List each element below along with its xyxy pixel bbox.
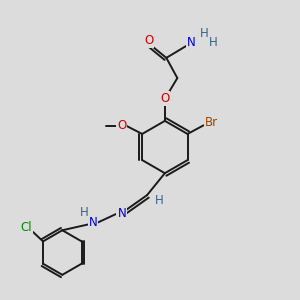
Text: H: H: [200, 27, 208, 40]
Text: O: O: [117, 119, 126, 132]
Text: O: O: [144, 34, 153, 47]
Text: N: N: [88, 216, 97, 229]
Text: O: O: [160, 92, 170, 105]
Text: Br: Br: [205, 116, 218, 129]
Text: Cl: Cl: [21, 220, 32, 234]
Text: H: H: [208, 37, 217, 50]
Text: H: H: [80, 206, 88, 219]
Text: N: N: [187, 37, 195, 50]
Text: H: H: [155, 194, 164, 207]
Text: N: N: [117, 206, 126, 220]
